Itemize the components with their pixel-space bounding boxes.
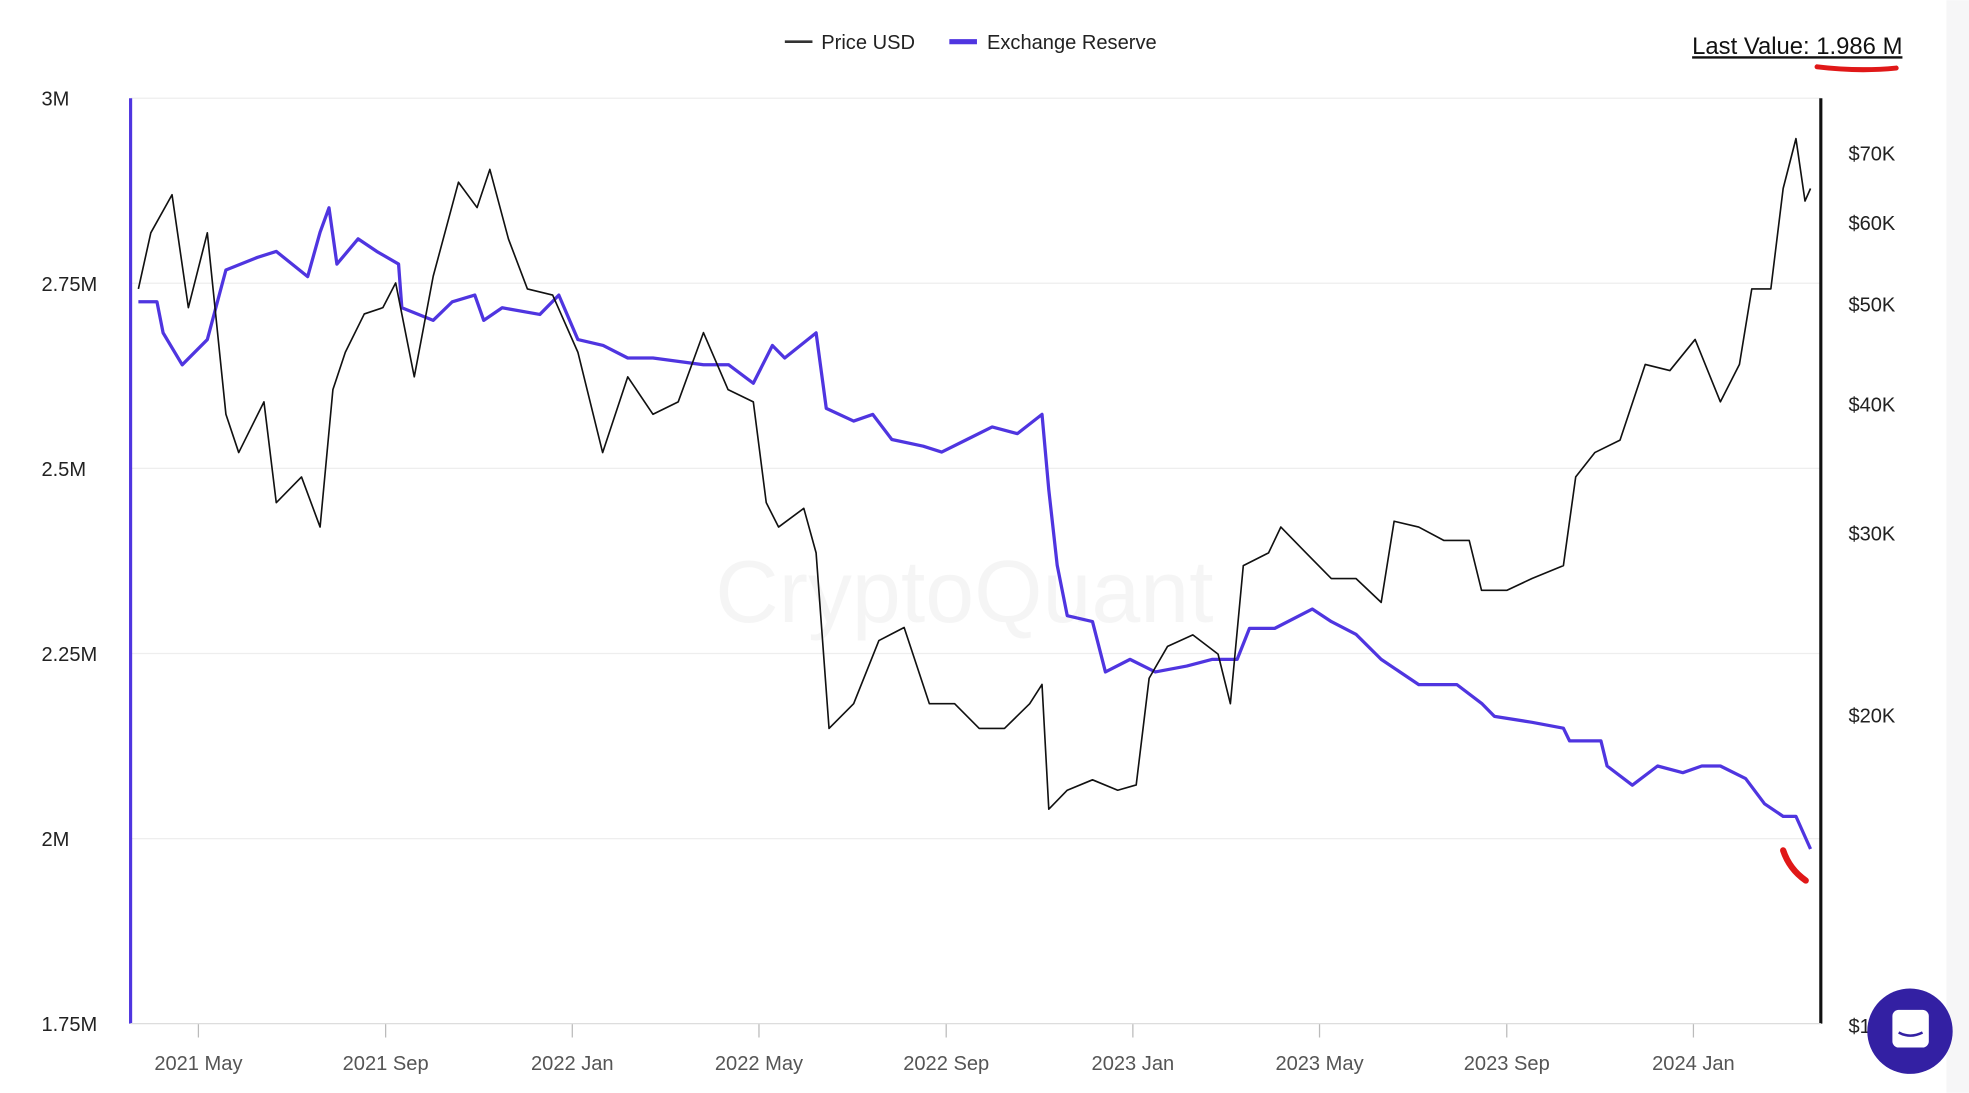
x-tick-label: 2023 Jan — [1092, 1053, 1175, 1075]
right-tick-label: $30K — [1848, 524, 1895, 546]
chat-button[interactable] — [1867, 988, 1953, 1074]
legend-item-price[interactable]: Price USD — [784, 32, 915, 54]
x-tick-label: 2023 Sep — [1464, 1053, 1550, 1075]
red-stroke-annotation — [1780, 847, 1809, 884]
left-tick-label: 1.75M — [41, 1014, 97, 1036]
x-tick-label: 2022 Jan — [531, 1053, 614, 1075]
series-layer — [137, 137, 1813, 850]
x-tick-label: 2023 May — [1275, 1053, 1363, 1075]
watermark-logo: CryptoQuant — [715, 542, 1213, 641]
right-tick-label: $70K — [1848, 144, 1895, 166]
legend-item-reserve[interactable]: Exchange Reserve — [949, 32, 1157, 54]
legend-label-price: Price USD — [821, 32, 915, 54]
page-margin-strip — [1946, 0, 1969, 1093]
x-tick-label: 2024 Jan — [1652, 1053, 1735, 1075]
left-tick-label: 2M — [41, 829, 69, 851]
left-tick-label: 2.5M — [41, 459, 86, 481]
right-tick-label: $50K — [1848, 295, 1895, 317]
x-tick-label: 2022 May — [715, 1053, 803, 1075]
left-tick-label: 2.25M — [41, 644, 97, 666]
right-tick-label: $20K — [1848, 705, 1895, 727]
legend: Price USD Exchange Reserve — [784, 32, 1157, 54]
left-axis-ticks: 3M 2.75M 2.5M 2.25M 2M 1.75M — [41, 89, 97, 1036]
left-tick-label: 3M — [41, 89, 69, 111]
right-tick-label: $60K — [1848, 213, 1895, 235]
price-usd-line — [137, 137, 1812, 811]
x-tick-label: 2021 Sep — [343, 1053, 429, 1075]
right-axis-ticks: $70K$60K$50K$40K$30K$20K$10K — [1848, 144, 1895, 1038]
legend-label-reserve: Exchange Reserve — [987, 32, 1157, 54]
red-underline-annotation — [1814, 64, 1899, 73]
x-tick-label: 2021 May — [154, 1053, 242, 1075]
x-tick-label: 2022 Sep — [903, 1053, 989, 1075]
gridlines — [130, 97, 1821, 840]
right-tick-label: $40K — [1848, 395, 1895, 417]
left-tick-label: 2.75M — [41, 274, 97, 296]
x-axis-ticks: 2021 May 2021 Sep 2022 Jan 2022 May 2022 Sep… — [154, 1023, 1735, 1075]
chat-icon — [1892, 1009, 1929, 1048]
exchange-reserve-line — [138, 206, 1813, 850]
last-value-label: Last Value: 1.986 M — [1692, 33, 1902, 60]
